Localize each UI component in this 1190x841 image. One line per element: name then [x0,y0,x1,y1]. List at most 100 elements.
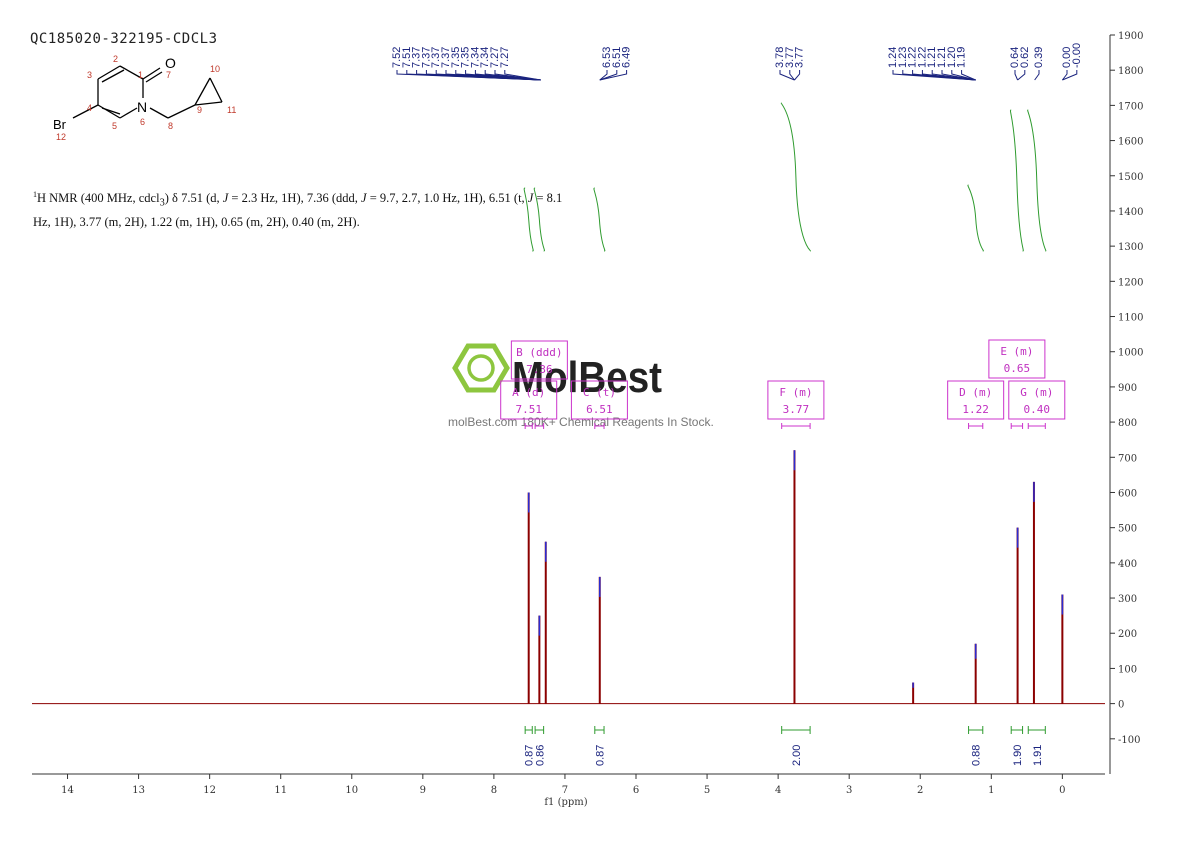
peak-shift-label: 7.37 [430,47,442,68]
watermark: MolBest molBest.com 180K+ Chemical Reage… [448,343,714,429]
atom-number: 5 [112,121,117,131]
peak-label-leader [494,70,541,81]
integral-value: 0.86 [534,745,546,766]
coupling-j: J [222,191,229,206]
atom-number: 1 [138,70,143,80]
desc-part: H NMR (400 MHz, cdcl [37,191,160,206]
nucleus-sup: 1 [33,190,37,199]
atom-number: 7 [166,70,171,80]
peak-shift-label: 7.37 [411,47,423,68]
x-tick-label: 6 [633,785,639,796]
peak-label-leader [789,70,795,81]
peak-shift-label: 1.21 [936,47,948,68]
y-tick-label: 0 [1118,700,1124,711]
peak-label-leader [951,70,976,81]
y-tick-label: 700 [1118,453,1137,464]
peak-shift-label: 7.51 [401,47,413,68]
peak-shift-label: 3.77 [794,47,806,68]
peak-shift-label: 3.77 [784,47,796,68]
multiplet-shift: 0.65 [1004,362,1031,375]
structure-bonds [72,65,223,119]
x-tick-label: 12 [203,785,216,796]
peak-shift-label: 6.49 [621,47,633,68]
peak-shift-label: 1.20 [946,47,958,68]
integral-value: 2.00 [791,745,803,766]
peak-label-leader [1062,70,1078,81]
y-tick-label: 1400 [1118,207,1143,218]
desc-part: = 9.7, 2.7, 1.0 Hz, 1H), 6.51 (t, [366,191,528,206]
peak-label-leader [599,70,608,81]
peak-label-leader [599,70,628,81]
atom-number: 2 [113,54,118,64]
y-tick-label: 1500 [1118,172,1143,183]
watermark-tagline: molBest.com 180K+ Chemical Reagents In S… [448,415,714,429]
desc-part: = 8.1 [533,191,563,206]
peak-shift-label: 1.21 [926,47,938,68]
x-tick-label: 1 [988,785,994,796]
atom-number: 6 [140,117,145,127]
integral-curve [967,184,984,252]
atom-number: 3 [87,70,92,80]
multiplet-shift: 6.51 [586,403,613,416]
peak-shift-label: 6.53 [601,47,613,68]
multiplet-letter: F (m) [779,386,812,399]
coupling-j: J [527,191,534,206]
integral-curve [523,187,534,252]
x-tick-label: 3 [846,785,852,796]
multiplet-letter: E (m) [1000,345,1033,358]
multiplet-shift: 1.22 [962,403,989,416]
peak-label-leader [1034,70,1040,81]
y-tick-label: 300 [1118,594,1137,605]
peak-shift-label: 0.00 [1061,47,1073,68]
y-tick-label: 1200 [1118,277,1143,288]
y-tick-label: 500 [1118,524,1137,535]
peak-shift-label: 7.34 [469,47,481,68]
coupling-j: J [361,191,367,206]
multiplet-letter: A (d) [512,386,545,399]
peak-shift-label: -0.00 [1071,43,1083,68]
y-tick-label: 400 [1118,559,1137,570]
multiplet-letter: B (ddd) [516,346,562,359]
peak-shift-label: 7.52 [391,47,403,68]
atom-nitrogen: N [137,99,147,115]
multiplet-box [947,380,1005,420]
multiplet-shift: 7.51 [515,403,542,416]
atom-number: 12 [56,132,66,142]
multiplet-letter: D (m) [959,386,992,399]
peak-label-leader [1061,70,1068,81]
y-tick-label: 1600 [1118,137,1143,148]
peak-shift-label: 1.23 [897,47,909,68]
peak-label-leader [504,70,541,81]
peak-shift-label: 1.22 [916,47,928,68]
watermark-brand: MolBest [512,353,662,402]
x-axis-label: f1 (ppm) [544,797,587,808]
y-tick-label: 900 [1118,383,1137,394]
x-tick-label: 13 [132,785,145,796]
peak-shift-label: 7.27 [489,47,501,68]
atom-number: 4 [87,103,92,113]
peak-label-leader [794,70,801,81]
integral-value: 0.87 [594,745,606,766]
peak-shift-label: 3.78 [774,47,786,68]
integral-value: 1.90 [1012,745,1024,766]
multiplet-box [988,339,1046,379]
x-tick-label: 11 [274,785,287,796]
multiplet-box [767,380,825,420]
integral-curve [1009,109,1024,252]
atom-number: 10 [210,64,220,74]
desc-line2: Hz, 1H), 3.77 (m, 2H), 1.22 (m, 1H), 0.6… [33,214,360,229]
x-tick-label: 4 [775,785,781,796]
y-tick-label: 1800 [1118,66,1143,77]
peak-shift-label: 0.39 [1033,47,1045,68]
multiplet-box [500,380,558,420]
y-tick-label: -100 [1118,735,1140,746]
peak-shift-label: 1.22 [907,47,919,68]
x-tick-label: 7 [562,785,568,796]
y-tick-label: 800 [1118,418,1137,429]
sample-id: QC185020-322195-CDCL3 [30,31,218,47]
atom-oxygen: O [165,55,176,71]
integral-curve [780,102,811,252]
x-tick-label: 9 [420,785,426,796]
peak-shift-label: 7.27 [499,47,511,68]
peak-shift-label: 6.51 [611,47,623,68]
